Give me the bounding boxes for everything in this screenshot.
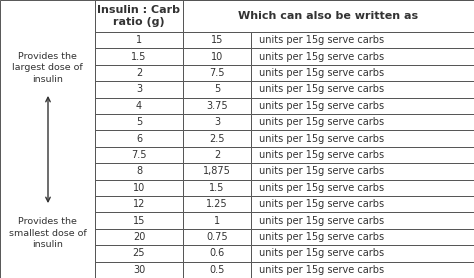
Bar (183, 196, 251, 212)
Bar (95, 229, 183, 245)
Bar (183, 245, 251, 262)
Bar (251, 81, 474, 98)
Text: units per 15g serve carbs: units per 15g serve carbs (259, 199, 384, 209)
Bar (251, 98, 474, 114)
Text: 25: 25 (133, 249, 145, 258)
Bar (95, 32, 183, 48)
Text: 0.5: 0.5 (210, 265, 225, 275)
Bar (95, 212, 183, 229)
Text: 6: 6 (136, 134, 142, 144)
Text: units per 15g serve carbs: units per 15g serve carbs (259, 52, 384, 62)
Bar (251, 262, 474, 278)
Bar (251, 32, 474, 48)
Bar (0, 0, 95, 278)
Bar (183, 212, 251, 229)
Bar (95, 180, 183, 196)
Text: 8: 8 (136, 167, 142, 177)
Bar (183, 81, 251, 98)
Bar (251, 196, 474, 212)
Bar (251, 130, 474, 147)
Bar (95, 0, 474, 278)
Text: units per 15g serve carbs: units per 15g serve carbs (259, 265, 384, 275)
Text: 30: 30 (133, 265, 145, 275)
Text: 2: 2 (136, 68, 142, 78)
Bar (251, 229, 474, 245)
Text: units per 15g serve carbs: units per 15g serve carbs (259, 167, 384, 177)
Text: 3: 3 (136, 85, 142, 95)
Bar (95, 0, 183, 32)
Text: 2: 2 (214, 150, 220, 160)
Text: units per 15g serve carbs: units per 15g serve carbs (259, 101, 384, 111)
Text: 0.6: 0.6 (210, 249, 225, 258)
Bar (251, 180, 474, 196)
Bar (251, 48, 474, 65)
Bar (95, 65, 183, 81)
Text: 1.5: 1.5 (131, 52, 146, 62)
Bar (95, 130, 183, 147)
Text: 7.5: 7.5 (209, 68, 225, 78)
Text: units per 15g serve carbs: units per 15g serve carbs (259, 183, 384, 193)
Bar (183, 114, 251, 130)
Text: Insulin : Carb
ratio (g): Insulin : Carb ratio (g) (98, 5, 181, 27)
Text: 5: 5 (136, 117, 142, 127)
Text: 0.75: 0.75 (206, 232, 228, 242)
Text: Provides the
smallest dose of
insulin: Provides the smallest dose of insulin (9, 217, 86, 249)
Bar (95, 262, 183, 278)
Bar (95, 81, 183, 98)
Bar (95, 147, 183, 163)
Text: 3: 3 (214, 117, 220, 127)
Bar (251, 147, 474, 163)
Bar (95, 98, 183, 114)
Bar (251, 65, 474, 81)
Bar (183, 98, 251, 114)
Bar (251, 212, 474, 229)
Text: units per 15g serve carbs: units per 15g serve carbs (259, 232, 384, 242)
Bar (183, 130, 251, 147)
Text: 1.25: 1.25 (206, 199, 228, 209)
Text: 1,875: 1,875 (203, 167, 231, 177)
Bar (183, 262, 251, 278)
Bar (95, 163, 183, 180)
Text: 20: 20 (133, 232, 145, 242)
Text: 10: 10 (133, 183, 145, 193)
Text: 15: 15 (211, 35, 223, 45)
Bar (183, 32, 251, 48)
Bar (251, 163, 474, 180)
Bar (95, 245, 183, 262)
Bar (251, 114, 474, 130)
Text: 7.5: 7.5 (131, 150, 147, 160)
Text: units per 15g serve carbs: units per 15g serve carbs (259, 134, 384, 144)
Bar (183, 0, 474, 32)
Text: units per 15g serve carbs: units per 15g serve carbs (259, 150, 384, 160)
Bar (95, 48, 183, 65)
Bar (95, 196, 183, 212)
Bar (95, 114, 183, 130)
Text: units per 15g serve carbs: units per 15g serve carbs (259, 117, 384, 127)
Bar (183, 48, 251, 65)
Text: 15: 15 (133, 216, 145, 226)
Text: 1: 1 (214, 216, 220, 226)
Bar (183, 229, 251, 245)
Text: units per 15g serve carbs: units per 15g serve carbs (259, 216, 384, 226)
Bar (183, 65, 251, 81)
Text: units per 15g serve carbs: units per 15g serve carbs (259, 249, 384, 258)
Text: Which can also be written as: Which can also be written as (238, 11, 419, 21)
Text: 4: 4 (136, 101, 142, 111)
Text: 3.75: 3.75 (206, 101, 228, 111)
Text: 1: 1 (136, 35, 142, 45)
Bar (183, 147, 251, 163)
Text: units per 15g serve carbs: units per 15g serve carbs (259, 35, 384, 45)
Text: 12: 12 (133, 199, 145, 209)
Bar (251, 245, 474, 262)
Text: 10: 10 (211, 52, 223, 62)
Text: Provides the
largest dose of
insulin: Provides the largest dose of insulin (12, 52, 83, 84)
Text: 1.5: 1.5 (210, 183, 225, 193)
Text: 2.5: 2.5 (209, 134, 225, 144)
Text: units per 15g serve carbs: units per 15g serve carbs (259, 85, 384, 95)
Text: 5: 5 (214, 85, 220, 95)
Bar (183, 180, 251, 196)
Bar (183, 163, 251, 180)
Text: units per 15g serve carbs: units per 15g serve carbs (259, 68, 384, 78)
